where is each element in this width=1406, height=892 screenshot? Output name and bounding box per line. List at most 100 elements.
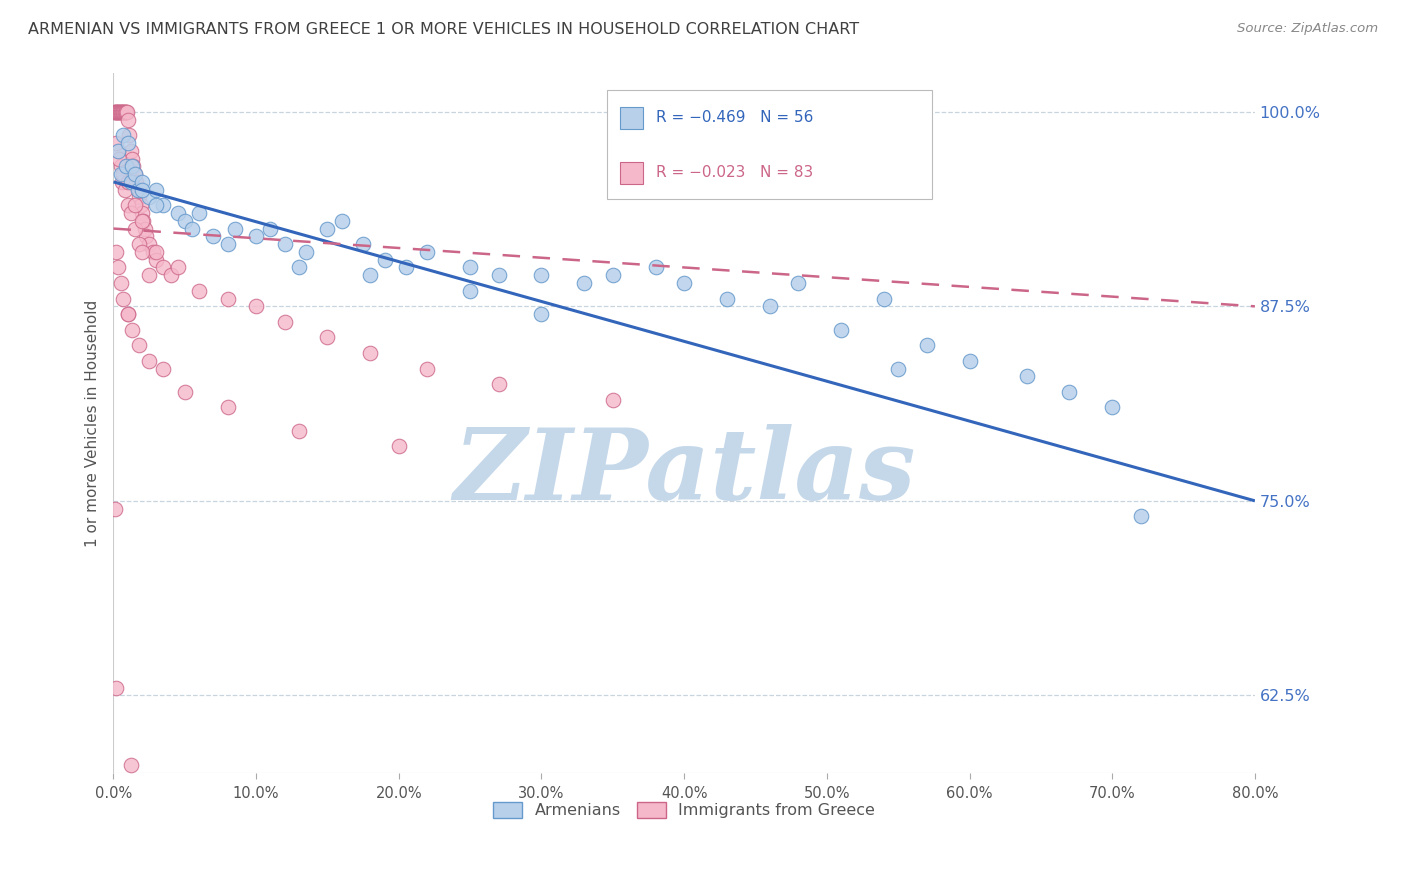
Point [488,268,510,283]
Point [530,268,553,283]
Point [145,183,167,197]
Point [128,338,150,352]
Point [134,221,156,235]
Point [121,323,143,337]
Point [245,299,267,313]
Point [145,198,167,212]
Point [112,104,135,119]
Point [104,501,127,516]
Point [131,175,153,189]
Point [120,144,142,158]
Text: R = −0.023   N = 83: R = −0.023 N = 83 [657,165,814,180]
Point [114,104,136,119]
Point [118,128,141,143]
Point [110,159,132,173]
Point [224,221,246,235]
Point [1129,781,1152,796]
Point [217,292,239,306]
Point [458,260,481,275]
Point [145,244,167,259]
Point [110,276,132,290]
Point [117,198,139,212]
Point [112,104,135,119]
Point [288,424,311,438]
Point [138,353,160,368]
Point [245,229,267,244]
Point [111,104,134,119]
Point [142,244,165,259]
Text: Source: ZipAtlas.com: Source: ZipAtlas.com [1237,22,1378,36]
Point [105,681,128,695]
Point [108,152,131,166]
Point [530,307,553,321]
Point [259,221,281,235]
Point [716,292,738,306]
Point [121,152,143,166]
Point [117,307,139,321]
Point [152,198,174,212]
Point [359,268,381,283]
Text: ARMENIAN VS IMMIGRANTS FROM GREECE 1 OR MORE VEHICLES IN HOUSEHOLD CORRELATION C: ARMENIAN VS IMMIGRANTS FROM GREECE 1 OR … [28,22,859,37]
Point [132,214,155,228]
Point [127,183,149,197]
Point [108,104,131,119]
Bar [620,161,643,184]
Point [173,384,195,399]
Point [117,307,139,321]
Point [127,183,149,197]
Point [330,214,353,228]
Point [644,260,666,275]
Point [152,260,174,275]
Point [128,237,150,252]
Legend: Armenians, Immigrants from Greece: Armenians, Immigrants from Greece [486,796,882,824]
Point [295,244,318,259]
Point [105,104,128,119]
Point [121,159,143,173]
Point [105,104,128,119]
Point [959,353,981,368]
Point [273,237,295,252]
Point [188,206,211,220]
Point [1129,509,1152,524]
Point [114,183,136,197]
FancyBboxPatch shape [606,90,932,199]
Point [145,252,167,267]
Point [129,198,152,212]
Point [395,260,418,275]
Point [131,183,153,197]
Point [115,104,138,119]
Point [1059,384,1081,399]
Point [124,221,146,235]
Point [1015,369,1038,384]
Point [352,237,374,252]
Point [110,104,132,119]
Text: R = −0.469   N = 56: R = −0.469 N = 56 [657,111,814,126]
Point [135,229,157,244]
Point [110,104,132,119]
Point [574,276,596,290]
Point [830,323,852,337]
Point [110,167,132,181]
Text: ZIPatlas: ZIPatlas [453,424,915,520]
Point [131,244,153,259]
Point [124,167,146,181]
Point [112,292,135,306]
Point [166,206,188,220]
Point [124,167,146,181]
Point [120,758,142,772]
Point [115,159,138,173]
Point [316,221,339,235]
Point [217,401,239,415]
Point [416,244,439,259]
Point [758,299,780,313]
Point [673,276,696,290]
Point [316,330,339,344]
Point [138,268,160,283]
Point [138,237,160,252]
Bar [620,107,643,129]
Point [458,284,481,298]
Point [104,244,127,259]
Point [105,136,128,150]
Point [1101,401,1123,415]
Point [873,292,896,306]
